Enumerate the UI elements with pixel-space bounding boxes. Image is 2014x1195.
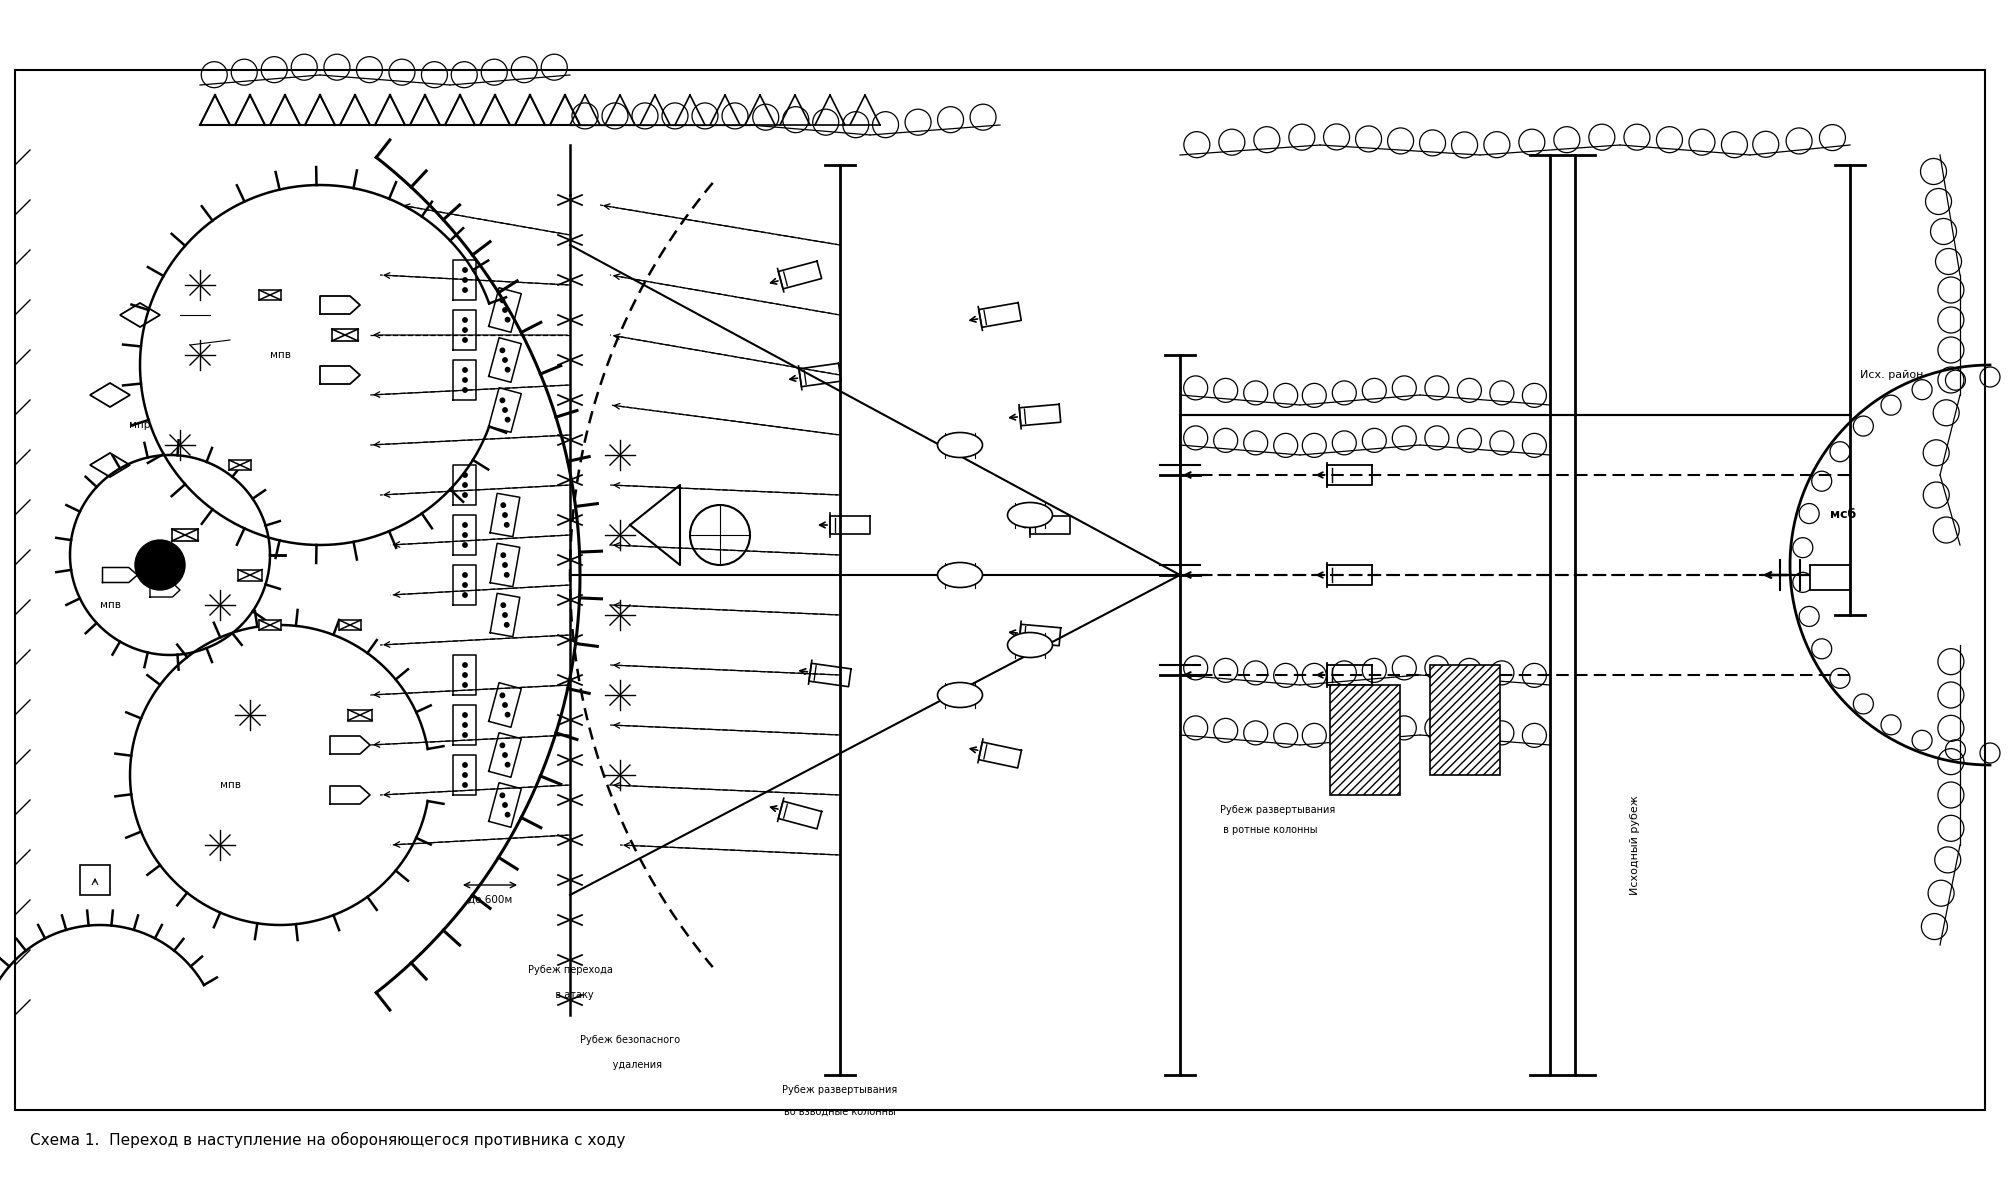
Bar	[338, 620, 361, 630]
Circle shape	[463, 378, 467, 382]
Text: во взводные колонны: во взводные колонны	[783, 1107, 896, 1117]
Circle shape	[504, 563, 508, 568]
Text: мпр: мпр	[129, 419, 151, 430]
Text: мпв: мпв	[220, 780, 242, 790]
Text: в ротные колонны: в ротные колонны	[1218, 825, 1317, 835]
Circle shape	[463, 492, 467, 497]
Circle shape	[463, 723, 467, 728]
Text: Схема 1.  Переход в наступление на обороняющегося противника с ходу: Схема 1. Переход в наступление на оборон…	[30, 1132, 624, 1148]
Text: Исх. район: Исх. район	[1859, 370, 1923, 380]
Circle shape	[463, 388, 467, 392]
Circle shape	[499, 693, 504, 698]
Text: мпв: мпв	[270, 350, 290, 360]
Circle shape	[463, 533, 467, 538]
Circle shape	[499, 793, 504, 797]
Bar	[14, 71, 1984, 1110]
Circle shape	[463, 593, 467, 598]
Circle shape	[504, 613, 508, 617]
Text: Рубеж развертывания: Рубеж развертывания	[781, 1085, 896, 1095]
Circle shape	[506, 417, 510, 422]
Circle shape	[504, 308, 508, 312]
Text: мпв: мпв	[101, 600, 121, 609]
Bar	[260, 290, 280, 300]
Circle shape	[504, 572, 510, 577]
Ellipse shape	[937, 682, 983, 707]
Text: Исходный рубеж: Исходный рубеж	[1629, 795, 1639, 895]
Circle shape	[463, 288, 467, 293]
Circle shape	[463, 318, 467, 323]
Circle shape	[506, 367, 510, 372]
Circle shape	[463, 327, 467, 332]
Circle shape	[463, 712, 467, 717]
Circle shape	[463, 773, 467, 777]
Bar	[81, 865, 111, 895]
Circle shape	[463, 473, 467, 477]
Bar	[348, 710, 373, 721]
Circle shape	[504, 522, 510, 527]
Circle shape	[504, 803, 508, 807]
Ellipse shape	[1007, 503, 1051, 527]
Circle shape	[463, 663, 467, 667]
Circle shape	[463, 733, 467, 737]
Circle shape	[463, 268, 467, 272]
Circle shape	[499, 298, 504, 302]
Circle shape	[501, 603, 506, 607]
Circle shape	[501, 553, 506, 557]
Bar	[332, 329, 358, 341]
Bar	[230, 460, 252, 470]
Circle shape	[463, 762, 467, 767]
Ellipse shape	[937, 433, 983, 458]
Bar	[1809, 565, 1849, 590]
Circle shape	[499, 348, 504, 353]
Circle shape	[504, 623, 510, 627]
Bar	[171, 529, 197, 541]
Text: Рубеж безопасного: Рубеж безопасного	[580, 1035, 681, 1044]
Text: мсб: мсб	[1829, 509, 1855, 521]
Text: в атаку: в атаку	[546, 989, 594, 1000]
Circle shape	[506, 762, 510, 767]
Circle shape	[499, 398, 504, 403]
Text: до 600м: до 600м	[467, 895, 512, 905]
Circle shape	[463, 682, 467, 687]
Circle shape	[504, 357, 508, 362]
Bar	[1430, 664, 1498, 776]
Circle shape	[506, 318, 510, 321]
Circle shape	[463, 783, 467, 788]
Text: Рубеж развертывания: Рубеж развертывания	[1218, 805, 1335, 815]
Text: удаления: удаления	[598, 1060, 663, 1070]
Circle shape	[463, 673, 467, 678]
Circle shape	[463, 483, 467, 488]
Text: Рубеж перехода: Рубеж перехода	[528, 966, 612, 975]
Bar	[1329, 685, 1400, 795]
Circle shape	[463, 522, 467, 527]
Circle shape	[463, 583, 467, 587]
Circle shape	[463, 338, 467, 342]
Circle shape	[504, 513, 508, 517]
Circle shape	[506, 813, 510, 817]
Circle shape	[463, 368, 467, 372]
Circle shape	[504, 703, 508, 707]
Ellipse shape	[1007, 632, 1051, 657]
Bar	[238, 570, 262, 581]
Circle shape	[135, 540, 185, 590]
Ellipse shape	[937, 563, 983, 588]
Circle shape	[463, 572, 467, 577]
Circle shape	[504, 407, 508, 412]
Circle shape	[463, 277, 467, 282]
Circle shape	[499, 743, 504, 748]
Circle shape	[501, 503, 506, 508]
Circle shape	[463, 543, 467, 547]
Circle shape	[504, 753, 508, 758]
Bar	[260, 620, 280, 630]
Circle shape	[506, 712, 510, 717]
